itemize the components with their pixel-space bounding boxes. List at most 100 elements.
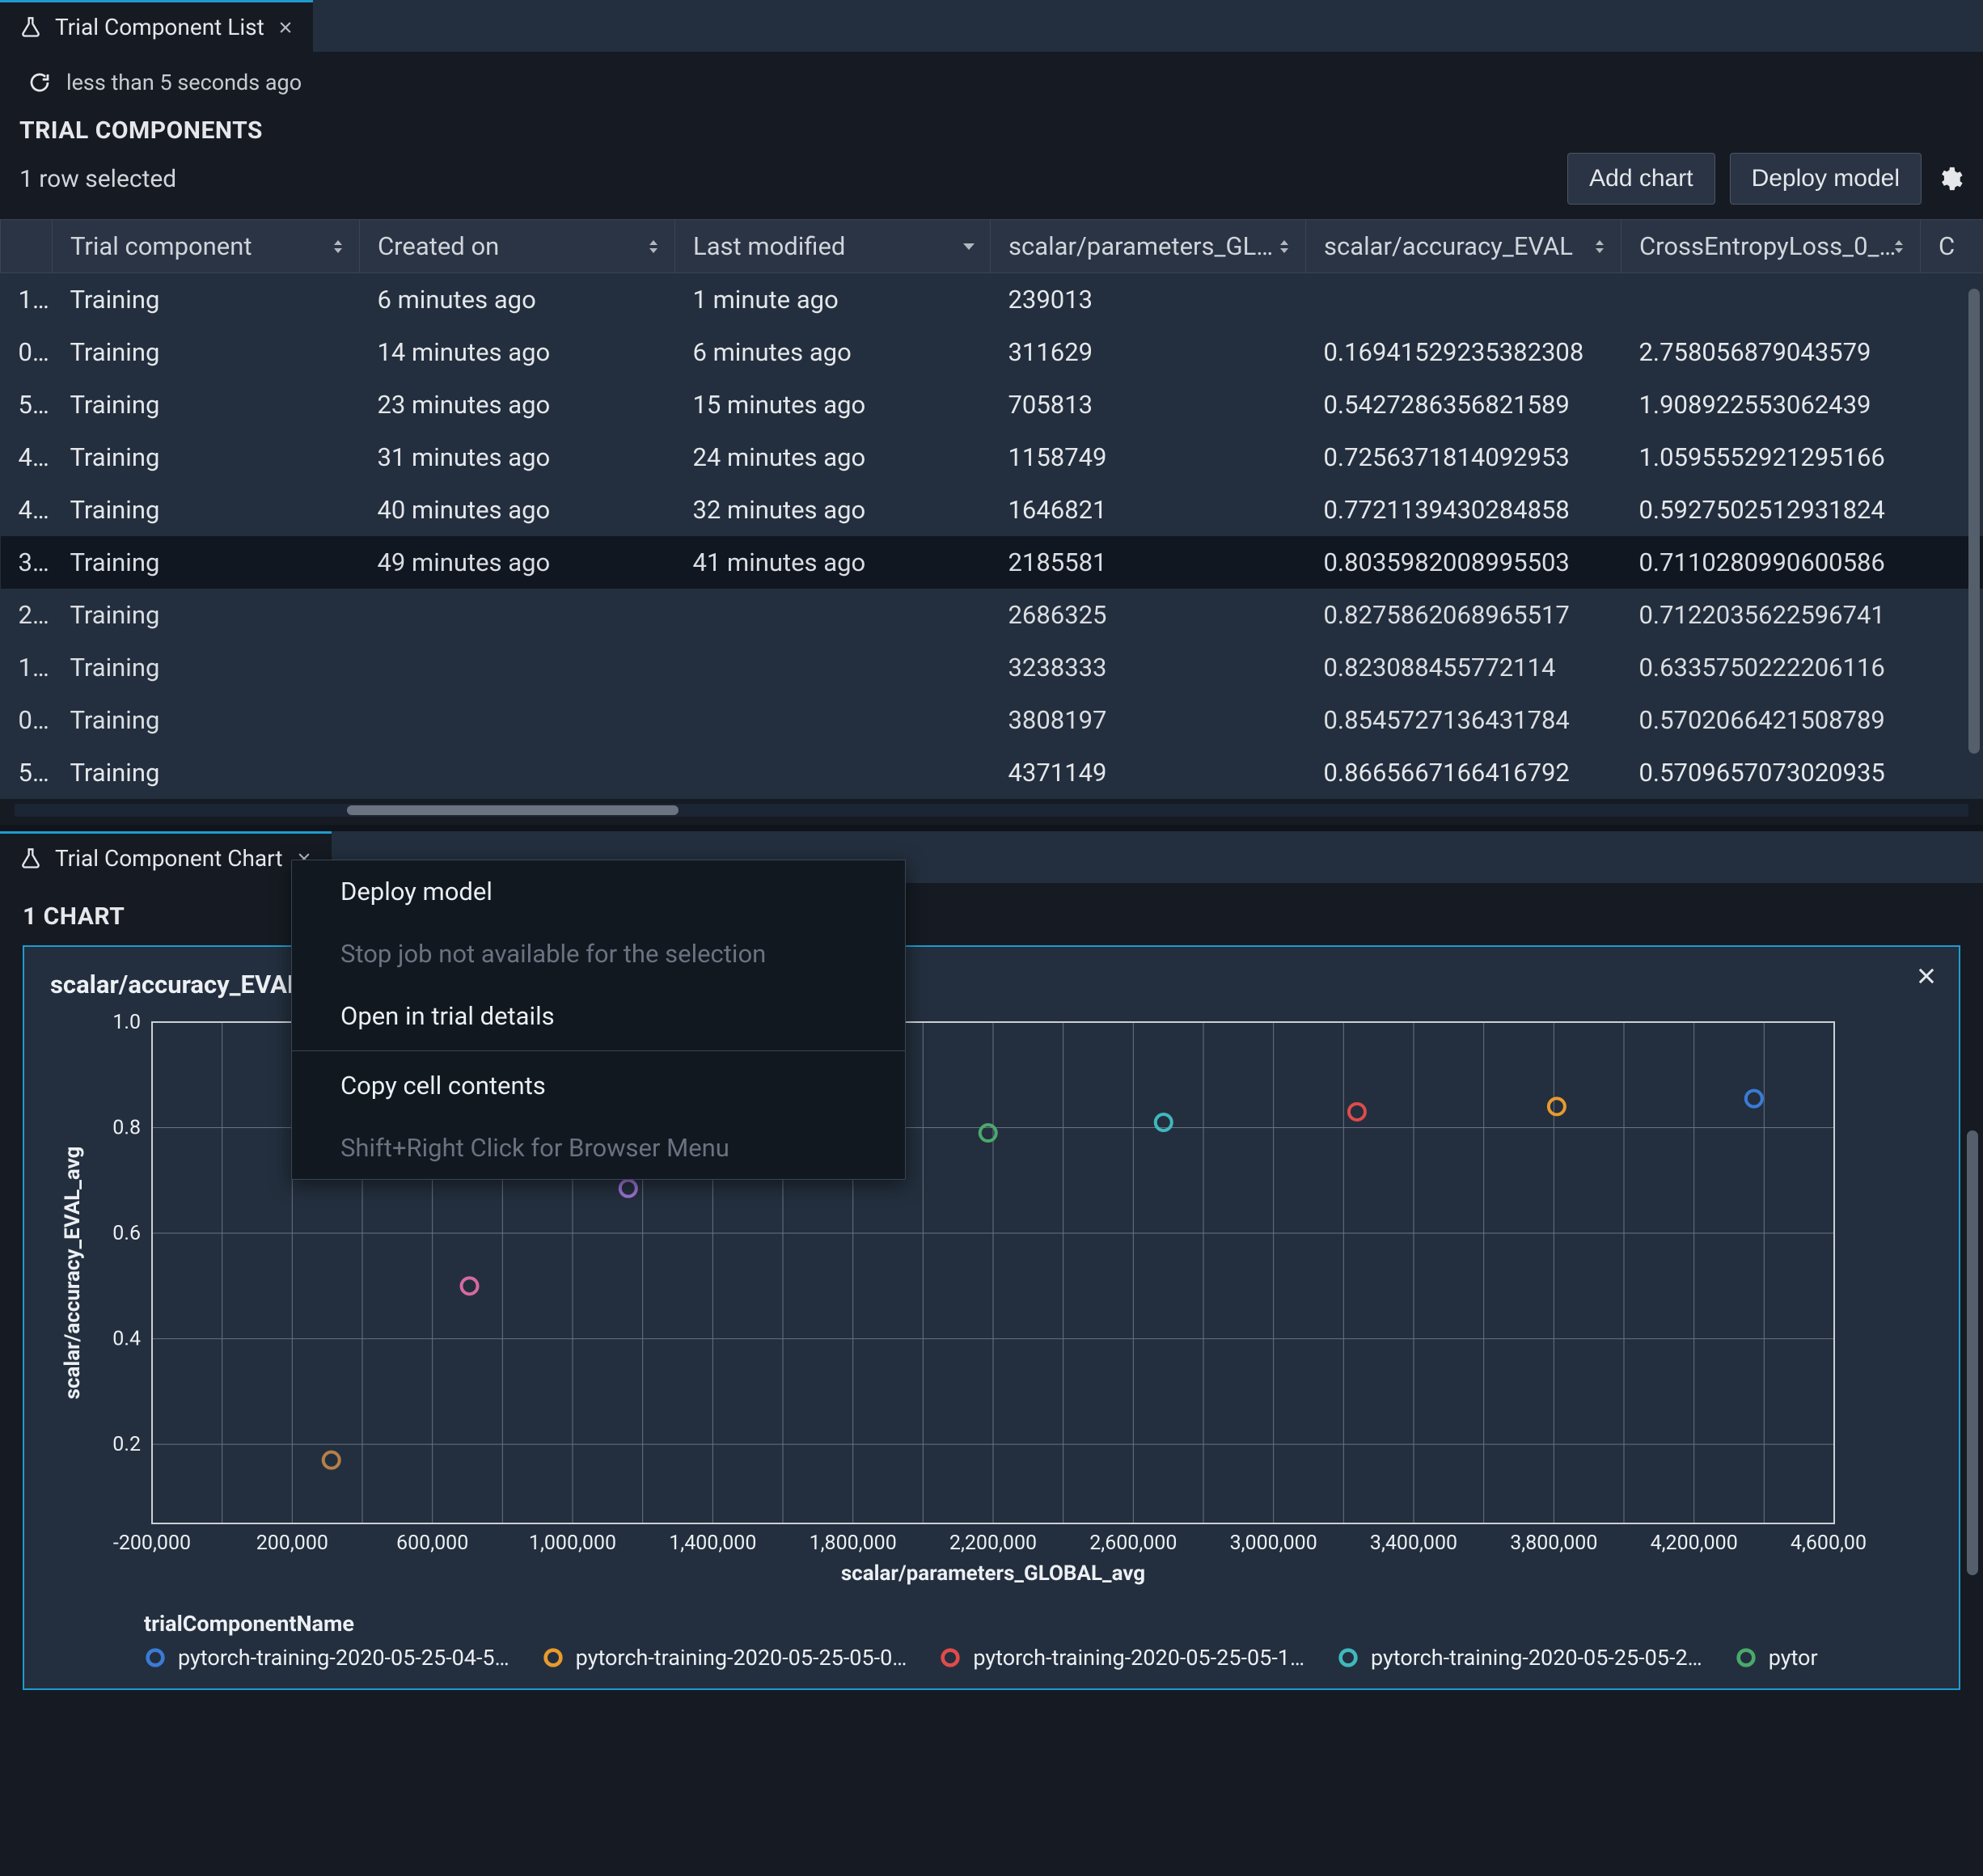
cell-created: 23 minutes ago — [360, 378, 675, 431]
col-extra[interactable]: C — [1921, 220, 1983, 273]
toolbar-row: 1 row selected Add chart Deploy model — [0, 148, 1983, 219]
legend-item[interactable]: pytorch-training-2020-05-25-05-0… — [542, 1645, 907, 1671]
table-row[interactable]: 2…Training26863250.82758620689655170.712… — [1, 589, 1983, 641]
table-row[interactable]: 0…Training14 minutes ago6 minutes ago311… — [1, 326, 1983, 378]
legend-item[interactable]: pytor — [1735, 1645, 1818, 1671]
cell-created: 49 minutes ago — [360, 536, 675, 589]
vscroll-track[interactable] — [1968, 268, 1980, 796]
selection-count: 1 row selected — [19, 165, 176, 193]
col-params[interactable]: scalar/parameters_GL… — [991, 220, 1306, 273]
cell-created: 14 minutes ago — [360, 326, 675, 378]
vscroll-track[interactable] — [1967, 888, 1978, 1696]
legend-marker-icon — [144, 1646, 167, 1669]
scatter-point[interactable] — [1349, 1104, 1365, 1120]
svg-text:scalar/parameters_GLOBAL_avg: scalar/parameters_GLOBAL_avg — [841, 1561, 1145, 1586]
col-acc[interactable]: scalar/accuracy_EVAL — [1306, 220, 1621, 273]
table-row[interactable]: 4…Training40 minutes ago32 minutes ago16… — [1, 484, 1983, 536]
cell-acc: 0.7721139430284858 — [1306, 484, 1621, 536]
deploy-model-button[interactable]: Deploy model — [1730, 153, 1922, 205]
tab-trial-list[interactable]: Trial Component List — [0, 0, 313, 52]
svg-text:2,200,000: 2,200,000 — [949, 1532, 1037, 1555]
trial-table[interactable]: Trial componentCreated onLast modifiedsc… — [0, 219, 1983, 799]
cell-created — [360, 694, 675, 746]
menu-item[interactable]: Open in trial details — [292, 985, 905, 1047]
gear-icon[interactable] — [1936, 165, 1964, 192]
close-icon[interactable] — [277, 19, 294, 36]
sort-icon[interactable] — [1889, 237, 1909, 256]
sort-icon[interactable] — [1275, 237, 1294, 256]
section-title: TRIAL COMPONENTS — [0, 110, 1983, 148]
cell-component: Training — [53, 378, 360, 431]
scatter-point[interactable] — [620, 1181, 636, 1197]
legend-label: pytorch-training-2020-05-25-05-1… — [973, 1645, 1304, 1671]
table-row[interactable]: 1…Training32383330.8230884557721140.6335… — [1, 641, 1983, 694]
legend-marker-icon — [542, 1646, 564, 1669]
cell-loss: 0.6335750222206116 — [1621, 641, 1921, 694]
menu-item[interactable]: Copy cell contents — [292, 1054, 905, 1117]
sort-icon[interactable] — [1590, 237, 1609, 256]
cell-params: 4371149 — [991, 746, 1306, 799]
cell-idx: 0… — [1, 326, 53, 378]
menu-item[interactable]: Deploy model — [292, 860, 905, 923]
legend-item[interactable]: pytorch-training-2020-05-25-05-2… — [1337, 1645, 1702, 1671]
flask-icon — [19, 847, 42, 870]
svg-text:200,000: 200,000 — [256, 1532, 328, 1555]
svg-text:3,800,000: 3,800,000 — [1510, 1532, 1597, 1555]
col-loss[interactable]: CrossEntropyLoss_0_… — [1621, 220, 1921, 273]
table-row[interactable]: 5…Training23 minutes ago15 minutes ago70… — [1, 378, 1983, 431]
trial-list-panel: Trial Component List less than 5 seconds… — [0, 0, 1983, 817]
cell-component: Training — [53, 536, 360, 589]
cell-params: 311629 — [991, 326, 1306, 378]
table-row[interactable]: 5…Training43711490.86656671664167920.570… — [1, 746, 1983, 799]
cell-params: 705813 — [991, 378, 1306, 431]
cell-modified: 1 minute ago — [675, 273, 991, 327]
refresh-text: less than 5 seconds ago — [66, 70, 302, 95]
menu-item: Shift+Right Click for Browser Menu — [292, 1117, 905, 1179]
col-created[interactable]: Created on — [360, 220, 675, 273]
cell-idx: 3… — [1, 536, 53, 589]
cell-acc: 0.8035982008995503 — [1306, 536, 1621, 589]
cell-idx: 5… — [1, 378, 53, 431]
scatter-point[interactable] — [1746, 1091, 1762, 1107]
col-idx[interactable] — [1, 220, 53, 273]
legend-label: pytorch-training-2020-05-25-05-2… — [1371, 1645, 1702, 1671]
cell-loss: 0.5927502512931824 — [1621, 484, 1921, 536]
table-row[interactable]: 4…Training31 minutes ago24 minutes ago11… — [1, 431, 1983, 484]
cell-params: 239013 — [991, 273, 1306, 327]
hscroll-thumb[interactable] — [347, 805, 679, 815]
table-row[interactable]: 1…Training6 minutes ago1 minute ago23901… — [1, 273, 1983, 327]
close-icon[interactable] — [1915, 965, 1938, 987]
tab-trial-chart[interactable]: Trial Component Chart — [0, 831, 332, 883]
sort-icon[interactable] — [328, 237, 348, 256]
chevron-down-icon[interactable] — [959, 237, 979, 256]
cell-component: Training — [53, 641, 360, 694]
sort-icon[interactable] — [644, 237, 663, 256]
legend-item[interactable]: pytorch-training-2020-05-25-05-1… — [939, 1645, 1304, 1671]
add-chart-button[interactable]: Add chart — [1567, 153, 1715, 205]
scatter-point[interactable] — [323, 1452, 340, 1468]
table-row[interactable]: 3…Training49 minutes ago41 minutes ago21… — [1, 536, 1983, 589]
cell-created: 40 minutes ago — [360, 484, 675, 536]
vscroll-thumb[interactable] — [1967, 1130, 1978, 1575]
svg-text:scalar/accuracy_EVAL_avg: scalar/accuracy_EVAL_avg — [61, 1147, 85, 1400]
cell-created — [360, 746, 675, 799]
col-component[interactable]: Trial component — [53, 220, 360, 273]
cell-params: 2686325 — [991, 589, 1306, 641]
cell-created — [360, 641, 675, 694]
scatter-point[interactable] — [1549, 1098, 1565, 1114]
context-menu[interactable]: Deploy modelStop job not available for t… — [291, 860, 906, 1180]
cell-idx: 0… — [1, 694, 53, 746]
svg-text:1.0: 1.0 — [112, 1014, 141, 1034]
menu-item: Stop job not available for the selection — [292, 923, 905, 985]
table-row[interactable]: 0…Training38081970.85457271364317840.570… — [1, 694, 1983, 746]
col-modified[interactable]: Last modified — [675, 220, 991, 273]
scatter-point[interactable] — [462, 1278, 478, 1294]
hscroll-track[interactable] — [15, 804, 1968, 817]
cell-idx: 4… — [1, 484, 53, 536]
cell-component: Training — [53, 694, 360, 746]
legend-item[interactable]: pytorch-training-2020-05-25-04-5… — [144, 1645, 509, 1671]
menu-separator — [292, 1050, 905, 1051]
vscroll-thumb[interactable] — [1968, 289, 1980, 754]
refresh-icon[interactable] — [27, 70, 52, 95]
cell-loss: 0.7110280990600586 — [1621, 536, 1921, 589]
